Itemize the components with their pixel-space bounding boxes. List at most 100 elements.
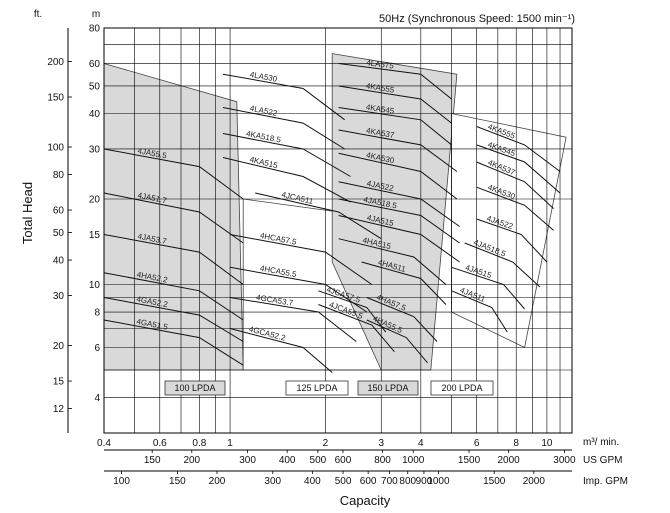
x-unit-imp-gpm: Imp. GPM [583,476,628,487]
x-tick-label-us-gpm: 200 [183,455,200,466]
y-tick-label-m: 80 [89,24,101,35]
x-tick-label-imp-gpm: 500 [335,476,352,487]
series-curve [476,161,554,209]
series-curve [338,198,460,244]
x-tick-label-imp-gpm: 300 [264,476,281,487]
series-label: 4KA555 [365,81,395,94]
y-tick-label-ft: 150 [47,93,64,104]
chart-title: 50Hz (Synchronous Speed: 1500 min⁻¹) [379,13,575,25]
legend-box-4 [430,380,494,396]
y-tick-label-ft: 15 [53,377,65,388]
x-tick-label-imp-gpm: 700 [381,476,398,487]
x-tick-label: 0.4 [97,438,111,449]
x-tick-label-imp-gpm: 1500 [483,476,506,487]
series-curve [476,186,554,231]
x-tick-label-imp-gpm: 150 [169,476,186,487]
x-tick-label-us-gpm: 150 [144,455,161,466]
y-tick-label-ft: 60 [53,206,65,217]
legend-box-1 [164,380,226,396]
series-curve [451,290,508,333]
legend-label-3: 150 LPDA [367,383,408,393]
y-tick-label-m: 40 [89,109,101,120]
series-curve [103,319,244,366]
x-tick-label-imp-gpm: 600 [360,476,377,487]
series-curve [103,297,244,342]
series-curve [338,181,460,227]
y-tick-label-ft: 200 [47,57,64,68]
x-tick-label: 6 [474,438,480,449]
legend-label-2: 125 LPDA [296,383,337,393]
series-curve [255,192,382,240]
legend: 100 LPDA 125 LPDA 150 LPDA 200 LPDA [164,380,494,396]
series-curve [103,272,244,321]
y-tick-label-m: 50 [89,81,101,92]
x-tick-label-imp-gpm: 100 [113,476,130,487]
x-axis-title: Capacity [340,493,391,508]
legend-box-3 [357,380,419,396]
series-curve [230,297,357,342]
x-tick-label-imp-gpm: 1000 [427,476,450,487]
x-tick-label-us-gpm: 2000 [497,455,520,466]
series-curve [103,192,244,244]
x-tick-label: 0.6 [153,438,167,449]
series-curve [338,152,458,200]
legend-label-1: 100 LPDA [174,383,215,393]
x-unit-us-gpm: US GPM [583,455,622,466]
series-curve [338,85,452,124]
series-curve [476,218,548,263]
x-tick-label: 8 [513,438,519,449]
series-curve [103,234,244,285]
y-tick-label-m: 30 [89,144,101,155]
series-curve [103,148,244,200]
series-curve [222,157,351,203]
series-curve [361,261,447,305]
x-tick-label-us-gpm: 1500 [458,455,481,466]
y-tick-label-ft: 100 [47,143,64,154]
x-tick-label: 1 [227,438,233,449]
series-curve [338,129,458,172]
series-curve [476,126,561,172]
x-tick-label-imp-gpm: 200 [209,476,226,487]
y-tick-label-m: 20 [89,194,101,205]
axes: 4681015203040506080121520304050608010015… [47,24,576,488]
x-tick-label-us-gpm: 500 [310,455,327,466]
series-curve [222,133,351,177]
series-curve [222,73,346,121]
x-tick-label-us-gpm: 400 [279,455,296,466]
y-tick-label-m: 10 [89,280,101,291]
y-tick-label-ft: 12 [53,404,65,415]
y-tick-label-m: 15 [89,230,101,241]
x-tick-label: 4 [418,438,424,449]
series-curve [366,319,428,364]
x-tick-label-us-gpm: 800 [374,455,391,466]
y-unit-m: m [92,9,100,20]
y-tick-label-m: 6 [94,343,100,354]
series-curve [230,234,373,285]
series-curve [338,63,452,100]
y-tick-label-ft: 40 [53,256,65,267]
series-curve [318,304,395,353]
series-curve [222,107,345,150]
y-unit-ft: ft. [34,9,42,20]
y-axis-title: Total Head [20,182,35,244]
x-tick-label: 3 [378,438,384,449]
legend-label-4: 200 LPDA [441,383,482,393]
x-unit-main: m³/ min. [583,437,619,448]
series-curve [318,290,387,333]
legend-box-2 [285,380,349,396]
series-curve [451,266,525,310]
series-curve [338,215,460,263]
series-curve [476,144,561,194]
x-tick-label: 10 [541,438,553,449]
series-curve [338,238,447,285]
x-tick-label-imp-gpm: 400 [304,476,321,487]
series-label: 4KA545 [365,103,395,116]
series-curve [338,107,452,146]
y-tick-label-m: 60 [89,59,101,70]
x-tick-label: 2 [323,438,329,449]
series-label: 4LA575 [366,58,395,71]
y-tick-label-m: 4 [94,393,100,404]
series-curve [366,297,438,342]
x-tick-label-us-gpm: 300 [239,455,256,466]
